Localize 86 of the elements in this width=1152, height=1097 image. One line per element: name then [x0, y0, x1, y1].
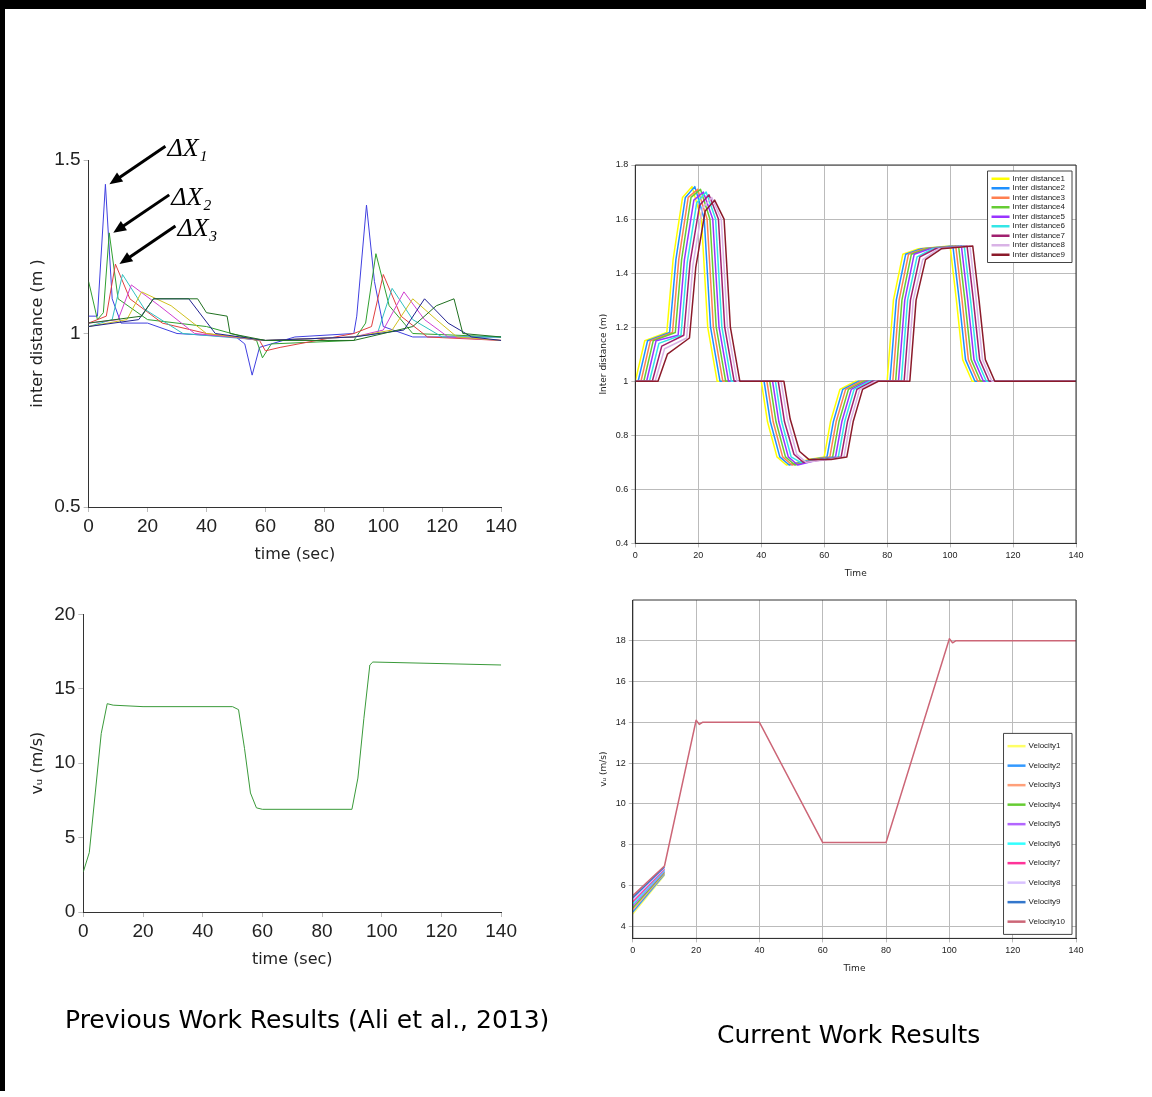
x-tick-label: 60 [819, 550, 830, 561]
y-tick-label: 0.5 [54, 495, 81, 517]
x-tick-label: 40 [754, 945, 765, 956]
y-tick-label: 0.6 [615, 483, 629, 494]
y-tick-label: 18 [615, 635, 626, 646]
annotation: ΔX₁ [166, 133, 208, 163]
y-tick-label: 4 [620, 920, 626, 931]
x-tick-label: 20 [136, 514, 159, 536]
x-tick-label: 100 [942, 550, 958, 561]
x-tick-label: 40 [192, 919, 214, 941]
legend-label: Velocity2 [1028, 760, 1062, 770]
y-axis-title: inter distance (m ) [26, 259, 46, 408]
x-tick-label: 80 [313, 514, 335, 536]
x-tick-label: 40 [756, 550, 767, 561]
y-tick-label: 1.5 [54, 148, 81, 170]
x-tick-label: 140 [1068, 945, 1084, 956]
legend-label: Velocity4 [1028, 799, 1062, 809]
text: Current Work Results [717, 1020, 981, 1049]
y-tick-label: 10 [615, 798, 626, 809]
x-axis-title: Time [843, 567, 868, 578]
y-tick-label: 14 [615, 716, 626, 727]
x-tick-label: 80 [881, 945, 892, 956]
y-tick-label: 1.8 [615, 159, 629, 170]
legend-label: Velocity8 [1028, 877, 1062, 887]
x-tick-label: 60 [254, 514, 276, 536]
x-tick-label: 40 [195, 514, 218, 536]
y-tick-label: 1.6 [615, 213, 629, 224]
x-tick-label: 120 [1005, 550, 1021, 561]
legend-label: Velocity9 [1028, 897, 1062, 907]
y-tick-label: 1.4 [615, 267, 629, 278]
y-tick-label: 0.4 [615, 537, 629, 548]
x-tick-label: 20 [691, 945, 702, 956]
x-tick-label: 20 [132, 919, 154, 941]
y-axis-title: Inter distance (m) [597, 313, 608, 395]
y-tick-label: 10 [54, 751, 76, 773]
y-tick-label: 1 [623, 375, 629, 386]
y-tick-label: 12 [615, 757, 626, 768]
legend-label: Velocity7 [1028, 858, 1062, 868]
y-tick-label: 1.2 [615, 321, 629, 332]
legend-label: Inter distance9 [1012, 249, 1066, 259]
x-tick-label: 80 [882, 550, 893, 561]
x-tick-label: 120 [426, 514, 459, 536]
legend-label: Inter distance3 [1012, 192, 1066, 202]
text: Previous Work Results (Ali et al., 2013) [65, 1005, 550, 1034]
x-tick-label: 60 [817, 945, 828, 956]
x-tick-label: 100 [941, 945, 957, 956]
legend-label: Velocity3 [1028, 780, 1062, 790]
legend-label: Inter distance2 [1012, 183, 1066, 193]
x-tick-label: 100 [367, 514, 400, 536]
x-tick-label: 0 [630, 945, 636, 956]
x-tick-label: 140 [1068, 550, 1084, 561]
y-tick-label: 1 [70, 321, 81, 343]
legend-label: Velocity10 [1028, 916, 1066, 926]
legend-label: Inter distance5 [1012, 211, 1066, 221]
legend-label: Inter distance6 [1012, 221, 1066, 231]
y-tick-label: 16 [615, 676, 626, 687]
x-tick-label: 140 [485, 514, 517, 536]
legend-label: Velocity6 [1028, 838, 1062, 848]
y-tick-label: 0.8 [615, 429, 629, 440]
x-tick-label: 140 [485, 919, 517, 941]
legend-label: Inter distance4 [1012, 202, 1066, 212]
y-tick-label: 6 [620, 879, 626, 890]
legend-label: Velocity5 [1028, 819, 1062, 829]
x-axis-title: Time [842, 962, 866, 973]
legend-label: Inter distance8 [1012, 240, 1066, 250]
annotation: ΔX₂ [170, 181, 212, 211]
x-axis-title: time (sec) [251, 948, 333, 968]
y-axis-title: vᵤ (m/s) [597, 751, 608, 787]
legend-label: Inter distance7 [1012, 230, 1066, 240]
y-tick-label: 0 [64, 900, 76, 922]
y-tick-label: 8 [620, 839, 626, 850]
x-tick-label: 120 [425, 919, 458, 941]
y-axis-title: vᵤ (m/s) [26, 731, 46, 795]
x-axis-title: time (sec) [254, 543, 336, 563]
y-tick-label: 5 [64, 825, 76, 847]
x-tick-label: 120 [1005, 945, 1021, 956]
legend-label: Velocity1 [1028, 741, 1062, 751]
x-tick-label: 80 [311, 919, 333, 941]
x-tick-label: 100 [365, 919, 398, 941]
y-tick-label: 20 [54, 602, 76, 624]
x-tick-label: 20 [693, 550, 704, 561]
legend-label: Inter distance1 [1012, 173, 1066, 183]
annotation: ΔX₃ [176, 213, 218, 243]
x-tick-label: 60 [251, 919, 273, 941]
y-tick-label: 15 [54, 677, 76, 699]
x-tick-label: 0 [632, 550, 638, 561]
